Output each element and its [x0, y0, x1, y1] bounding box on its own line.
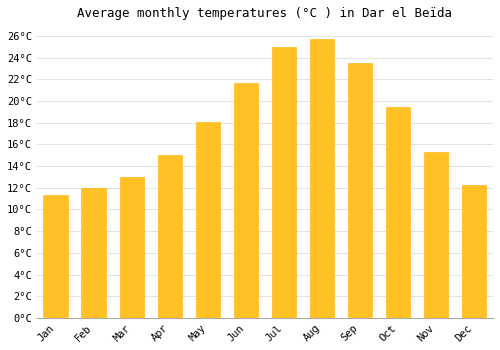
Bar: [44, 195, 68, 318]
Bar: [196, 122, 220, 318]
Bar: [462, 184, 486, 318]
Bar: [120, 177, 144, 318]
Bar: [424, 152, 448, 318]
Bar: [386, 106, 410, 318]
Bar: [310, 39, 334, 318]
Bar: [158, 155, 182, 318]
Bar: [348, 63, 372, 318]
Bar: [234, 83, 258, 318]
Bar: [272, 47, 296, 318]
Bar: [82, 188, 106, 318]
Title: Average monthly temperatures (°C ) in Dar el Beïda: Average monthly temperatures (°C ) in Da…: [78, 7, 452, 20]
